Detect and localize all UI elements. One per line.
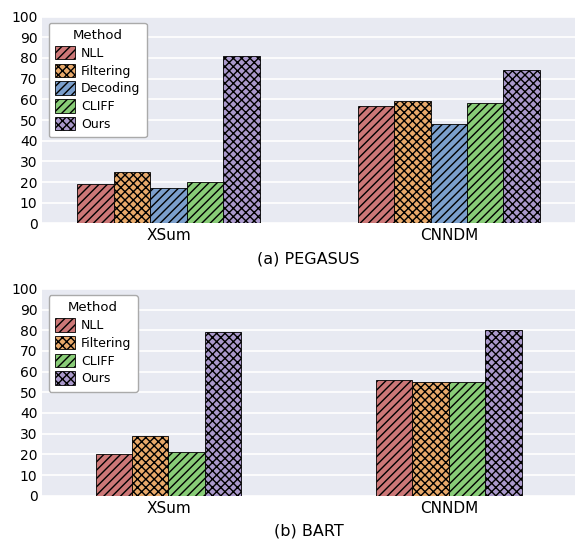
Bar [114,172,150,223]
Bar [357,106,394,223]
Bar [485,330,522,496]
Bar [223,56,260,223]
Bar [205,332,241,496]
Bar [394,101,431,223]
Bar [503,70,540,223]
X-axis label: (a) PEGASUS: (a) PEGASUS [257,252,360,267]
X-axis label: (b) BART: (b) BART [274,524,343,539]
Bar [132,436,169,496]
Bar [431,124,467,223]
Bar [467,103,503,223]
Bar [77,184,114,223]
Bar [187,182,223,223]
Legend: NLL, Filtering, Decoding, CLIFF, Ours: NLL, Filtering, Decoding, CLIFF, Ours [49,23,146,137]
Bar [376,380,413,496]
Bar [449,382,485,496]
Legend: NLL, Filtering, CLIFF, Ours: NLL, Filtering, CLIFF, Ours [49,295,138,392]
Bar [169,452,205,496]
Bar [96,454,132,496]
Bar [413,382,449,496]
Bar [150,188,187,223]
